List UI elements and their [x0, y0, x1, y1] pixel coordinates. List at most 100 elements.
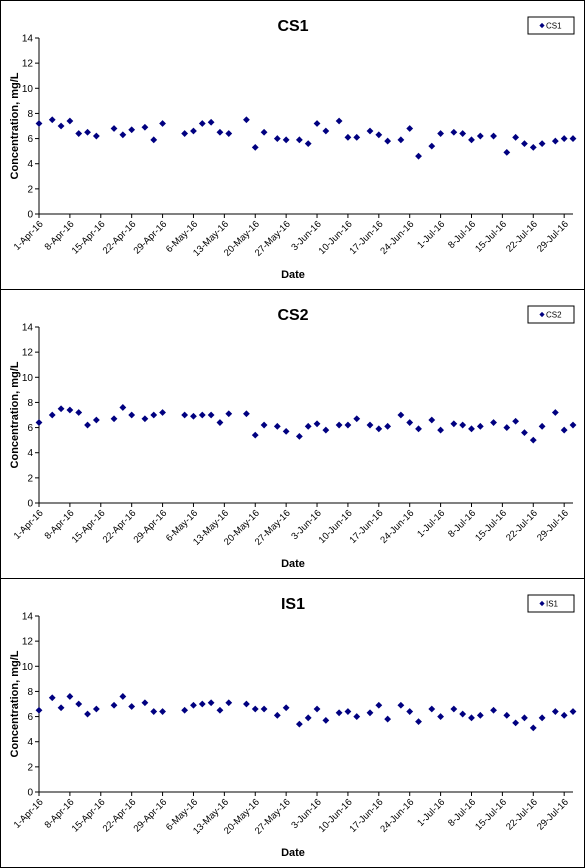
data-point	[384, 715, 392, 723]
x-tick-label: 29-Jul-16	[535, 508, 571, 544]
data-point	[216, 706, 224, 714]
data-point	[512, 719, 520, 727]
data-point	[490, 419, 497, 426]
data-point	[366, 421, 374, 429]
data-point	[243, 116, 250, 124]
data-point	[66, 693, 74, 700]
data-point	[251, 705, 259, 713]
data-point	[110, 701, 118, 709]
data-point	[459, 710, 467, 718]
chart-cs1: CS1024681012141-Apr-168-Apr-1615-Apr-162…	[9, 16, 577, 281]
data-point	[304, 140, 312, 147]
data-point	[273, 711, 281, 719]
chart-panel-is1: IS1 0 2 4 6 8 10 12 14 1-Apr-16 8-Apr-16 15-Apr-16 2…	[0, 578, 585, 868]
y-tick-label: 8	[27, 398, 33, 409]
data-point	[159, 120, 166, 127]
data-point	[521, 429, 528, 436]
data-point	[406, 125, 414, 132]
y-tick-label: 14	[22, 34, 34, 45]
x-axis-title: Date	[281, 558, 305, 570]
data-point	[92, 132, 100, 140]
data-point	[119, 404, 127, 411]
legend-marker	[539, 600, 545, 607]
data-point	[260, 128, 268, 136]
data-point	[468, 425, 475, 433]
legend-label: CS1	[546, 22, 562, 31]
data-point	[92, 416, 100, 424]
legend: CS2	[527, 305, 575, 324]
data-point	[459, 130, 467, 137]
data-point	[260, 421, 268, 429]
data-point	[560, 135, 568, 142]
data-point	[322, 127, 330, 135]
data-point	[335, 421, 343, 429]
data-point	[57, 122, 65, 130]
x-tick-label: 1-Jul-16	[415, 508, 447, 540]
data-point	[35, 419, 43, 426]
data-point	[344, 708, 352, 715]
data-point	[476, 422, 484, 430]
y-tick-label: 12	[22, 348, 34, 359]
y-tick-label: 12	[22, 637, 34, 648]
x-tick-label: 1-Jul-16	[415, 219, 447, 251]
data-point	[490, 706, 497, 714]
data-point	[295, 432, 303, 440]
data-point	[57, 704, 65, 712]
data-point	[216, 128, 224, 136]
data-point	[48, 411, 56, 419]
data-point	[295, 720, 303, 728]
data-point	[295, 136, 303, 144]
y-tick-label: 2	[27, 762, 33, 773]
data-point	[207, 411, 215, 419]
data-point	[397, 701, 405, 709]
chart-panel-cs1: CS1 0 2 4 6 8 10 12 14 1-Apr-16 8-Apr-16 15-Apr-16 2…	[0, 0, 585, 290]
data-point	[304, 714, 312, 722]
x-tick-label: 15-Jul-16	[473, 797, 509, 833]
data-point	[397, 136, 405, 144]
y-tick-label: 6	[27, 134, 33, 145]
data-point	[159, 708, 166, 715]
data-point	[503, 149, 511, 156]
data-point	[273, 422, 281, 430]
data-point	[538, 422, 546, 430]
data-point	[415, 425, 422, 433]
data-point	[66, 406, 74, 414]
x-tick-label: 24-Jun-16	[378, 797, 416, 835]
data-point	[251, 143, 259, 151]
data-point	[437, 130, 445, 137]
data-point	[476, 711, 484, 719]
data-point	[551, 137, 559, 145]
data-point	[141, 123, 149, 131]
data-point	[84, 710, 91, 718]
x-tick-label: 1-Apr-16	[12, 508, 46, 542]
data-point	[273, 135, 281, 142]
data-point	[313, 420, 321, 428]
data-point	[181, 411, 189, 419]
data-point	[560, 426, 568, 434]
data-point	[406, 419, 414, 426]
data-point	[529, 436, 537, 444]
data-point	[48, 694, 56, 702]
x-tick-label: 29-Jul-16	[535, 219, 571, 255]
data-point	[190, 701, 197, 709]
x-tick-label: 29-Apr-16	[132, 508, 170, 546]
legend-marker	[539, 22, 545, 29]
data-point	[84, 421, 91, 429]
y-tick-label: 4	[27, 448, 33, 459]
x-tick-label: 1-Apr-16	[12, 219, 46, 253]
data-point	[304, 422, 312, 430]
data-point	[66, 117, 74, 125]
y-tick-label: 10	[22, 662, 34, 673]
data-point	[75, 700, 83, 708]
data-point	[128, 411, 136, 419]
data-point	[366, 709, 374, 717]
legend-label: CS2	[546, 311, 562, 320]
data-point	[282, 427, 290, 435]
y-tick-label: 14	[22, 612, 34, 623]
data-point	[450, 128, 458, 136]
data-point	[128, 703, 136, 710]
data-point	[512, 133, 520, 141]
data-point	[251, 431, 259, 439]
data-point	[119, 693, 127, 700]
